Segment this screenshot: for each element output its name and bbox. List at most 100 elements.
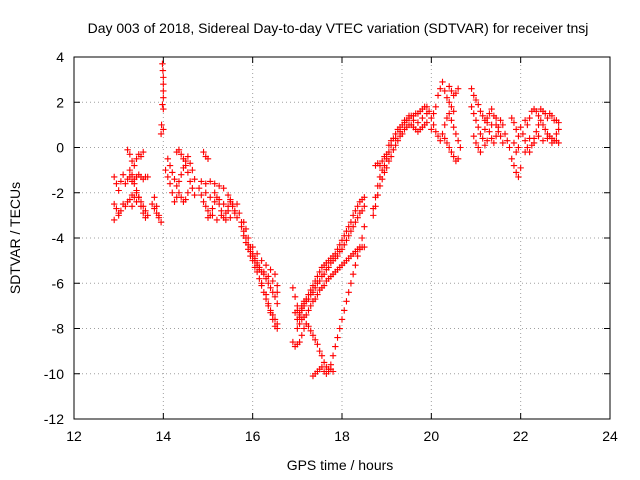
- data-point-marker: [341, 307, 348, 314]
- data-point-marker: [392, 142, 399, 149]
- data-point-marker: [446, 144, 453, 151]
- y-tick-label: -8: [52, 321, 65, 337]
- data-point-marker: [376, 182, 384, 190]
- data-point-marker: [160, 87, 167, 95]
- data-point-marker: [325, 264, 332, 271]
- data-point-marker: [265, 300, 272, 307]
- data-point-marker: [361, 194, 368, 201]
- data-point-marker: [383, 164, 390, 172]
- data-point-marker: [374, 191, 381, 199]
- data-point-marker: [271, 271, 279, 278]
- data-point-marker: [294, 307, 301, 314]
- data-point-marker: [488, 135, 495, 142]
- data-point-marker: [539, 121, 547, 129]
- data-point-marker: [314, 291, 321, 298]
- data-point-marker: [298, 302, 305, 310]
- data-point-marker: [490, 139, 498, 147]
- data-point-marker: [173, 182, 180, 190]
- data-point-marker: [124, 146, 131, 153]
- data-point-marker: [151, 194, 158, 201]
- data-point-marker: [352, 218, 359, 226]
- data-point-marker: [450, 123, 457, 131]
- data-point-marker: [242, 239, 250, 246]
- data-point-marker: [198, 178, 205, 185]
- data-point-marker: [144, 173, 151, 181]
- y-axis-label: SDTVAR / TECUs: [7, 182, 23, 294]
- data-point-marker: [452, 90, 460, 97]
- data-point-marker: [211, 180, 218, 187]
- data-point-marker: [222, 216, 230, 224]
- data-point-marker: [316, 347, 323, 355]
- data-point-marker: [186, 178, 194, 185]
- data-point-marker: [443, 139, 451, 147]
- data-point-marker: [354, 203, 361, 210]
- data-point-marker: [345, 289, 352, 296]
- data-point-marker: [164, 155, 171, 163]
- data-point-marker: [441, 121, 448, 129]
- data-point-marker: [312, 336, 319, 344]
- data-point-marker: [434, 92, 442, 99]
- data-point-marker: [113, 180, 120, 187]
- data-point-marker: [443, 94, 451, 101]
- data-point-marker: [189, 185, 196, 192]
- data-point-marker: [182, 196, 189, 203]
- data-point-marker: [128, 203, 136, 210]
- data-point-marker: [231, 207, 238, 215]
- y-tick-label: -10: [44, 366, 64, 382]
- data-point-marker: [184, 169, 192, 176]
- data-point-marker: [274, 300, 281, 307]
- data-point-marker: [434, 132, 442, 140]
- data-point-marker: [178, 151, 185, 158]
- data-point-marker: [166, 180, 174, 187]
- data-point-marker: [122, 180, 129, 187]
- data-point-marker: [211, 198, 218, 205]
- data-point-marker: [401, 117, 408, 124]
- data-point-marker: [499, 139, 506, 147]
- data-point-marker: [454, 137, 462, 144]
- data-point-marker: [240, 218, 247, 226]
- data-point-marker: [508, 114, 515, 122]
- data-point-marker: [548, 112, 556, 120]
- data-point-marker: [448, 148, 455, 156]
- data-point-marker: [137, 203, 145, 210]
- data-point-marker: [227, 196, 234, 203]
- data-point-marker: [128, 157, 136, 165]
- data-point-marker: [117, 178, 125, 185]
- data-point-marker: [428, 114, 435, 122]
- data-point-marker: [131, 162, 138, 169]
- data-point-marker: [437, 137, 444, 144]
- data-point-marker: [204, 155, 212, 163]
- x-tick-label: 24: [602, 428, 618, 444]
- data-point-marker: [515, 132, 522, 140]
- data-point-marker: [432, 128, 439, 135]
- data-point-marker: [454, 85, 462, 92]
- data-point-marker: [544, 135, 551, 142]
- data-point-marker: [501, 130, 509, 138]
- data-point-marker: [159, 60, 166, 67]
- data-point-marker: [128, 171, 136, 178]
- data-point-marker: [271, 323, 279, 330]
- data-point-marker: [269, 277, 276, 285]
- data-point-marker: [305, 295, 312, 303]
- data-point-marker: [477, 130, 484, 138]
- data-point-marker: [376, 162, 384, 169]
- data-point-marker: [265, 280, 272, 287]
- data-point-marker: [200, 148, 207, 156]
- data-point-marker: [470, 132, 477, 140]
- data-point-marker: [396, 128, 404, 135]
- data-point-marker: [253, 261, 261, 269]
- data-point-marker: [506, 144, 513, 151]
- data-point-marker: [430, 110, 437, 117]
- data-point-marker: [533, 108, 540, 115]
- data-point-marker: [515, 144, 522, 151]
- data-point-marker: [446, 110, 453, 117]
- data-point-marker: [111, 216, 118, 224]
- data-point-marker: [472, 117, 480, 124]
- y-tick-label: -12: [44, 411, 64, 427]
- data-point-marker: [307, 302, 314, 310]
- data-point-marker: [481, 142, 489, 149]
- data-point-marker: [153, 203, 160, 210]
- data-point-marker: [157, 130, 165, 138]
- data-point-marker: [539, 137, 547, 144]
- data-point-marker: [334, 334, 341, 341]
